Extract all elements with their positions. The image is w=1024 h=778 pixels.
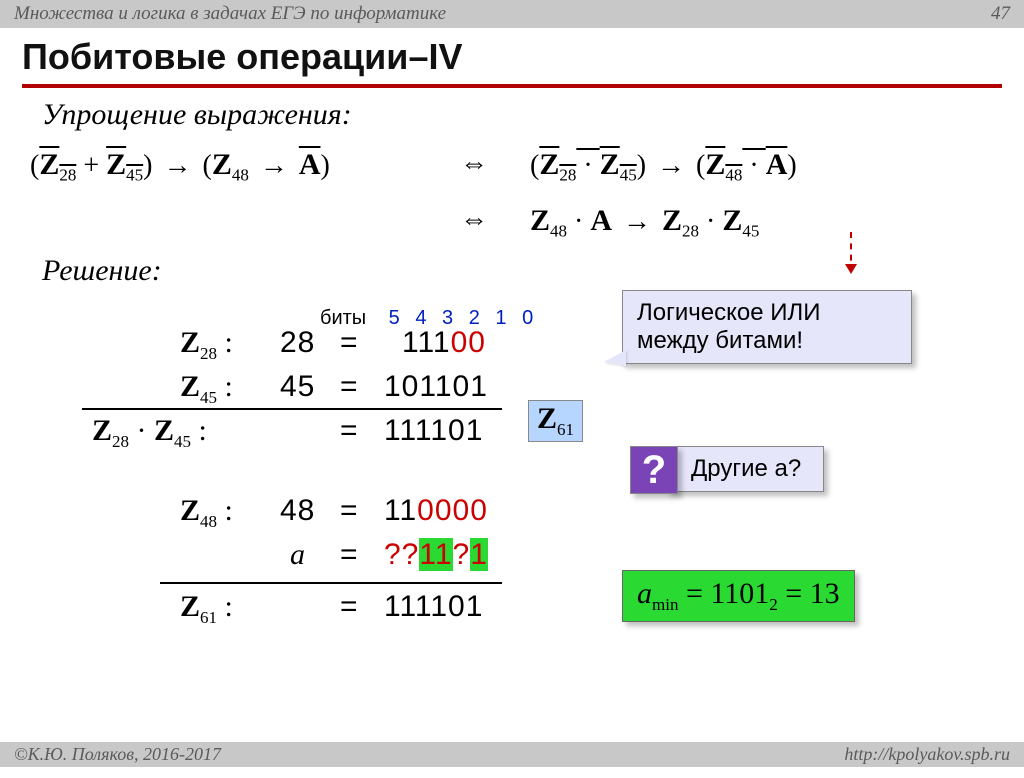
footer-left: ©К.Ю. Поляков, 2016-2017	[14, 744, 221, 765]
iff-2: ⇔	[460, 204, 488, 236]
row-z45: Z45 :	[180, 370, 233, 408]
eq5: =	[340, 538, 359, 572]
callout-tail	[604, 350, 626, 366]
eq2: =	[340, 370, 359, 404]
row-z28-dec: 28	[280, 326, 315, 360]
formula-block: (Z28 + Z45) → (Z48 → A) ⇔ (Z28 · Z45) → …	[30, 142, 1002, 262]
slide-header: Множества и логика в задачах ЕГЭ по инфо…	[0, 0, 1024, 28]
rule-2	[160, 582, 502, 584]
formula-left: (Z28 + Z45) → (Z48 → A)	[30, 148, 330, 186]
slide-footer: ©К.Ю. Поляков, 2016-2017 http://kpolyako…	[0, 742, 1024, 767]
eq6: =	[340, 590, 359, 624]
row-z48-bin: 110000	[384, 494, 488, 528]
eq3: =	[340, 414, 359, 448]
section-simplify: Упрощение выражения:	[42, 98, 1002, 132]
formula-r1: (Z28 · Z45) → (Z48 · A)	[530, 148, 797, 186]
row-z45-bin: 101101	[384, 370, 488, 404]
row-z48: Z48 :	[180, 494, 233, 532]
row-z48-dec: 48	[280, 494, 315, 528]
row-a-bin: ??11?1	[384, 538, 488, 572]
row-a-label: a	[290, 538, 305, 572]
slide-body: Побитовые операции–IV Упрощение выражени…	[0, 28, 1024, 778]
header-left: Множества и логика в задачах ЕГЭ по инфо…	[14, 3, 446, 25]
row-z61: Z61 :	[180, 590, 233, 628]
eq4: =	[340, 494, 359, 528]
question-mark-icon: ?	[630, 446, 678, 494]
pointer-arrow	[850, 232, 852, 272]
slide-title: Побитовые операции–IV	[22, 36, 1002, 88]
formula-r2: Z48 · A → Z28 · Z45	[530, 204, 759, 242]
row-z28-bin: 11100	[402, 326, 486, 360]
page-number: 47	[991, 3, 1010, 25]
row-z45-dec: 45	[280, 370, 315, 404]
iff-1: ⇔	[460, 148, 488, 180]
row-z61-bin: 111101	[384, 590, 483, 624]
row-prod-bin: 111101	[384, 414, 483, 448]
eq1: =	[340, 326, 359, 360]
callout-or: Логическое ИЛИ между битами!	[622, 290, 912, 364]
row-prod-label: Z28 · Z45 :	[92, 414, 207, 452]
rule-1	[82, 408, 502, 410]
badge-z61: Z61	[528, 400, 583, 442]
row-z28: Z28 :	[180, 326, 233, 364]
solution-block: биты 5 4 3 2 1 0 Z28 : 28 = 11100 Z45 : …	[30, 298, 1002, 778]
question-box: Другие a?	[666, 446, 824, 492]
footer-right: http://kpolyakov.spb.ru	[844, 744, 1010, 765]
answer-box: amin = 11012 = 13	[622, 570, 855, 622]
